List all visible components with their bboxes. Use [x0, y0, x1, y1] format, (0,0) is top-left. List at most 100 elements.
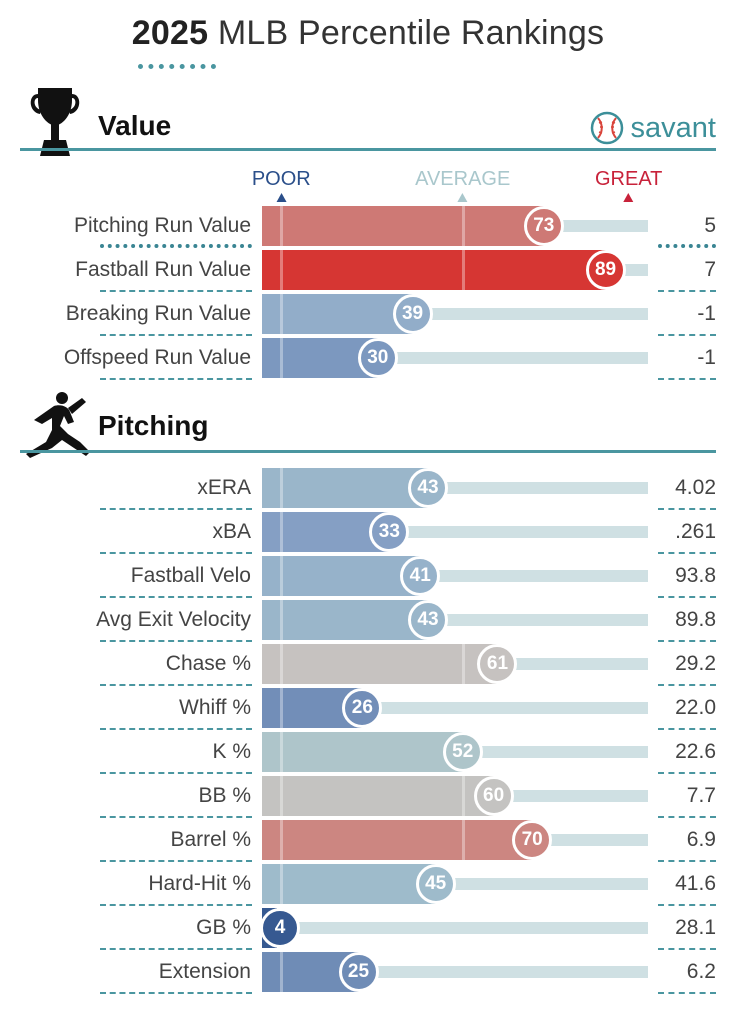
- poor-gridline: [280, 600, 284, 640]
- stat-value: 6.2: [686, 960, 716, 983]
- poor-label: POOR: [251, 168, 311, 190]
- stat-value: 29.2: [675, 652, 716, 675]
- page-title: 2025 MLB Percentile Rankings: [0, 14, 736, 53]
- stat-value: 22.6: [675, 740, 716, 763]
- table-row: Chase % 61 29.2: [0, 642, 736, 686]
- savant-wordmark: savant: [630, 111, 716, 144]
- row-separator: [658, 728, 716, 730]
- great-arrow-icon: [623, 193, 634, 202]
- row-separator: [658, 508, 716, 510]
- percentile-badge: 30: [357, 338, 398, 378]
- metric-label: BB %: [198, 784, 251, 807]
- percentile-badge: 41: [400, 556, 441, 596]
- stat-value: 5: [704, 214, 716, 237]
- percentile-bar: [262, 294, 413, 334]
- poor-arrow-icon: [276, 193, 287, 202]
- stat-value: 7.7: [686, 784, 716, 807]
- row-separator: [100, 728, 252, 730]
- savant-logo: savant: [589, 108, 716, 148]
- scale-markers: POOR AVERAGE GREAT: [0, 168, 736, 208]
- metric-label: Chase %: [165, 652, 251, 675]
- metric-label: Avg Exit Velocity: [96, 608, 251, 631]
- stat-value: 6.9: [686, 828, 716, 851]
- metric-label: Pitching Run Value: [73, 214, 251, 237]
- row-separator: [658, 290, 716, 292]
- stat-value: -1: [697, 302, 716, 325]
- poor-gridline: [280, 776, 284, 816]
- row-separator: [658, 378, 716, 380]
- section-header-value: Value: [0, 82, 736, 156]
- stat-value: 89.8: [675, 608, 716, 631]
- table-row: Offspeed Run Value 30 -1: [0, 336, 736, 380]
- table-row: Breaking Run Value 39 -1: [0, 292, 736, 336]
- table-row: GB % 4 28.1: [0, 906, 736, 950]
- baseball-icon: [590, 111, 623, 145]
- average-gridline: [461, 820, 465, 860]
- row-separator: [100, 640, 252, 642]
- poor-gridline: [280, 732, 284, 772]
- metric-label: Fastball Run Value: [75, 258, 251, 281]
- percentile-badge: 70: [512, 820, 553, 860]
- percentile-bar: [262, 468, 428, 508]
- percentile-badge: 26: [342, 688, 383, 728]
- percentile-bar: [262, 732, 463, 772]
- average-arrow-icon: [457, 193, 468, 202]
- row-separator: [658, 334, 716, 336]
- metric-label: GB %: [196, 916, 251, 939]
- stat-value: 4.02: [675, 476, 716, 499]
- percentile-badge: 60: [473, 776, 514, 816]
- poor-gridline: [280, 468, 284, 508]
- percentile-badge: 4: [260, 908, 300, 948]
- percentile-badge: 45: [415, 864, 456, 904]
- metric-label: xBA: [212, 520, 251, 543]
- stat-value: 41.6: [675, 872, 716, 895]
- row-separator: [658, 684, 716, 686]
- row-separator: [100, 904, 252, 906]
- poor-gridline: [280, 338, 284, 378]
- stat-value: .261: [675, 520, 716, 543]
- title-text: MLB Percentile Rankings: [208, 14, 605, 52]
- row-separator: [100, 334, 252, 336]
- percentile-badge: 73: [523, 206, 564, 246]
- row-separator: [100, 596, 252, 598]
- section-title-value: Value: [98, 110, 172, 141]
- row-separator: [658, 244, 716, 248]
- row-separator: [658, 640, 716, 642]
- average-gridline: [461, 250, 465, 290]
- table-row: K % 52 22.6: [0, 730, 736, 774]
- section-rule-pitching: [20, 450, 716, 453]
- poor-gridline: [280, 864, 284, 904]
- row-separator: [100, 290, 252, 292]
- row-separator: [100, 378, 252, 380]
- average-label: AVERAGE: [415, 168, 511, 190]
- stat-value: -1: [697, 346, 716, 369]
- average-gridline: [461, 776, 465, 816]
- percentile-bar: [262, 644, 498, 684]
- row-separator: [658, 860, 716, 862]
- row-separator: [100, 860, 252, 862]
- percentile-badge: 89: [585, 250, 626, 290]
- table-row: Avg Exit Velocity 43 89.8: [0, 598, 736, 642]
- poor-gridline: [280, 294, 284, 334]
- poor-gridline: [280, 820, 284, 860]
- table-row: Fastball Velo 41 93.8: [0, 554, 736, 598]
- poor-gridline: [280, 206, 284, 246]
- row-separator: [658, 904, 716, 906]
- metric-label: Whiff %: [179, 696, 251, 719]
- poor-gridline: [280, 688, 284, 728]
- poor-gridline: [280, 556, 284, 596]
- row-separator: [100, 772, 252, 774]
- row-separator: [100, 244, 252, 248]
- row-separator: [658, 772, 716, 774]
- row-separator: [658, 816, 716, 818]
- percentile-bar: [262, 556, 421, 596]
- table-row: Whiff % 26 22.0: [0, 686, 736, 730]
- table-row: Pitching Run Value 73 5: [0, 204, 736, 248]
- stat-value: 7: [704, 258, 716, 281]
- percentile-bar: [262, 776, 494, 816]
- table-row: Fastball Run Value 89 7: [0, 248, 736, 292]
- percentile-badge: 61: [477, 644, 518, 684]
- title-year: 2025: [131, 14, 209, 52]
- percentile-bar: [262, 512, 390, 552]
- metric-label: Fastball Velo: [130, 564, 251, 587]
